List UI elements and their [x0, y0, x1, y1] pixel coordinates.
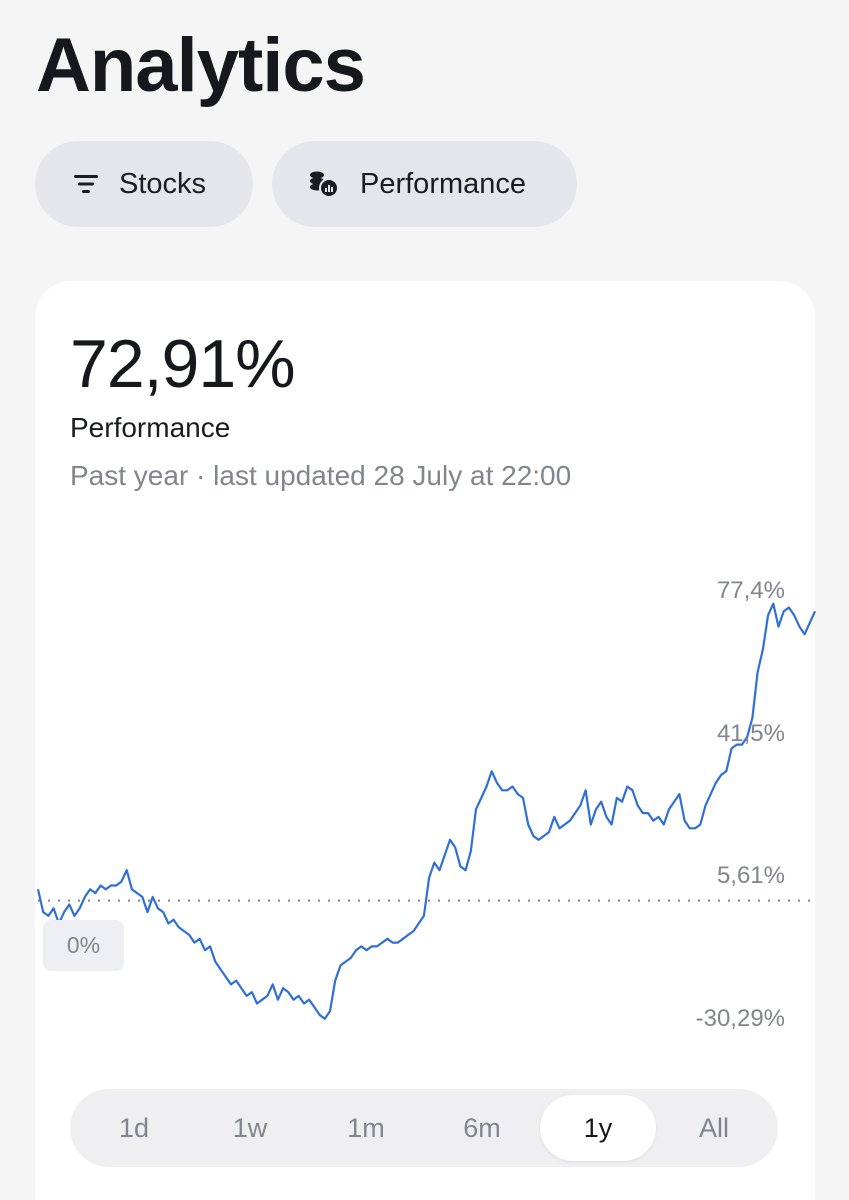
baseline-label: 0%: [43, 920, 124, 971]
range-all[interactable]: All: [698, 1112, 729, 1143]
y-tick-label-max: 77,4%: [716, 577, 785, 604]
y-tick-label-mid: 5,61%: [716, 862, 785, 889]
range-1w[interactable]: 1w: [232, 1112, 268, 1143]
range-1y[interactable]: 1y: [540, 1095, 656, 1161]
range-1d[interactable]: 1d: [118, 1112, 150, 1143]
y-tick-label-min: -30,29%: [695, 1005, 785, 1032]
y-tick-label-upper: 41,5%: [716, 720, 785, 747]
performance-value: 72,91%: [70, 326, 296, 402]
range-6m[interactable]: 6m: [463, 1112, 501, 1143]
filter-icon: [73, 173, 99, 195]
stocks-filter-button[interactable]: Stocks: [35, 141, 253, 227]
coins-chart-icon: [308, 170, 340, 198]
range-1m[interactable]: 1m: [347, 1112, 385, 1143]
performance-label: Performance: [70, 412, 231, 443]
last-updated-text: Past year · last updated 28 July at 22:0…: [70, 460, 572, 491]
page-title: Analytics: [36, 23, 366, 108]
performance-filter-button[interactable]: Performance: [272, 141, 577, 227]
time-range-selector: 1d 1w 1m 6m 1y All: [70, 1089, 778, 1167]
stocks-filter-label: Stocks: [119, 167, 207, 200]
performance-filter-label: Performance: [360, 167, 527, 200]
